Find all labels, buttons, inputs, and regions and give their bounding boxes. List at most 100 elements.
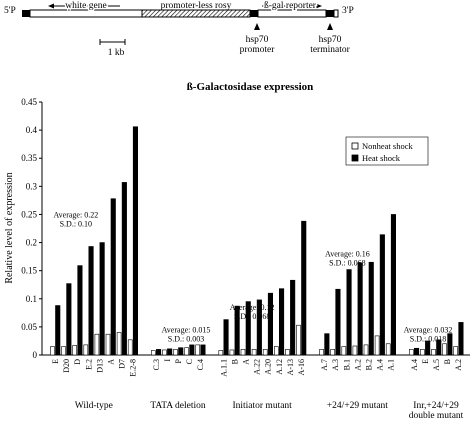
bar (420, 349, 425, 356)
terminator-label: hsp70 (319, 35, 342, 45)
bar (319, 349, 324, 356)
promoter-marker (254, 23, 260, 30)
bar (296, 324, 301, 356)
annotation: S.D.: 0.068 (234, 312, 270, 321)
y-tick-label: 0.15 (21, 266, 37, 276)
bar (162, 349, 167, 356)
bar (88, 246, 94, 356)
y-axis-label: Relative level of expression (4, 172, 15, 283)
y-tick-label: 0.35 (21, 153, 37, 163)
bar (173, 349, 178, 356)
x-tick-label: C.3 (152, 359, 161, 370)
bar (105, 333, 111, 356)
x-tick-label: A.1.1 (219, 359, 228, 377)
bar (256, 299, 262, 356)
rosy-label: promoter-less rosy (161, 1, 232, 11)
bar (50, 346, 55, 356)
bar (156, 349, 162, 356)
reporter-arrowhead (316, 3, 322, 9)
bar (110, 198, 116, 356)
bar (200, 344, 206, 356)
bar (229, 349, 235, 356)
reporter-label: ß-gal reporter (264, 0, 317, 11)
bar (55, 305, 61, 356)
group-label: double mutant (409, 411, 464, 421)
scale-label: 1 kb (108, 48, 125, 58)
annotation: Average: 0.032 (404, 326, 453, 335)
y-tick-label: 0 (33, 350, 38, 360)
x-tick-label: A.7 (320, 359, 329, 371)
bar (278, 288, 285, 356)
bar (218, 350, 224, 356)
x-tick-label: A.4 (376, 359, 385, 371)
chart-title: ß-Galactosidase expression (187, 81, 314, 93)
x-tick-label: B (443, 359, 452, 364)
y-tick-label: 0.25 (21, 209, 37, 219)
y-tick-label: 0.1 (26, 294, 37, 304)
bar (431, 349, 436, 356)
x-tick-label: I (163, 359, 172, 362)
annotation: Average: 0.16 (325, 250, 370, 259)
y-tick-label: 0.3 (26, 181, 38, 191)
group-label: TATA deletion (150, 401, 205, 411)
left-end: 5'P (4, 6, 16, 16)
bar (245, 301, 251, 356)
legend-label: Heat shock (362, 153, 401, 163)
bar (77, 265, 83, 356)
x-tick-label: A-16 (297, 359, 306, 375)
y-tick-label: 0.05 (21, 322, 37, 332)
promoter-label: promoter (240, 45, 276, 55)
bar (408, 349, 414, 356)
group-label: Wild-type (75, 401, 113, 411)
bar (363, 344, 369, 356)
annotation: S.D.: 0.018 (410, 335, 446, 344)
x-tick-label: B.1 (342, 359, 351, 370)
white-arrowhead (48, 3, 54, 9)
x-tick-label: A.2 (454, 359, 463, 371)
bar (357, 262, 363, 356)
bar (184, 347, 189, 356)
x-tick-label: D (73, 359, 82, 365)
left-block (22, 10, 30, 17)
bar (442, 343, 447, 356)
x-tick-label: A.3 (331, 359, 340, 371)
bar (341, 346, 347, 356)
bar (324, 333, 330, 356)
x-tick-label: A.1 (387, 359, 396, 371)
bar (178, 347, 184, 356)
legend-box (345, 136, 429, 166)
x-tick-label: A.2 (353, 359, 362, 371)
annotation: Average: 0.015 (162, 326, 211, 335)
x-tick-label: A (107, 359, 116, 365)
reporter-segment (257, 9, 327, 18)
x-tick-label: D7 (118, 359, 127, 369)
white-gene-segment (29, 9, 143, 18)
bar (453, 346, 459, 356)
x-tick-label: P (174, 358, 183, 363)
annotation: Average: 0.22 (53, 210, 98, 219)
x-tick-label: A.20 (264, 359, 273, 375)
bar (121, 182, 127, 356)
x-tick-label: E (421, 359, 430, 364)
bar (127, 339, 133, 356)
annotation: Average: 0.12 (230, 303, 275, 312)
bar (267, 292, 274, 356)
x-tick-label: D20 (62, 359, 71, 373)
bar (346, 269, 352, 356)
y-tick-label: 0.45 (21, 97, 37, 107)
bar (285, 349, 290, 356)
x-tick-label: C (185, 359, 194, 364)
terminator-block (326, 10, 334, 17)
promoter-label: hsp70 (246, 35, 269, 45)
annotation: S.D.: 0.10 (60, 219, 92, 228)
bar (379, 234, 385, 356)
promoter-block (250, 10, 258, 17)
bar (262, 349, 268, 356)
x-tick-label: A.5 (432, 359, 441, 371)
bar (447, 333, 453, 356)
terminator-marker (327, 23, 333, 30)
x-tick-label: E (51, 359, 60, 364)
x-tick-label: E.2-8 (129, 359, 138, 377)
bar (234, 305, 240, 356)
